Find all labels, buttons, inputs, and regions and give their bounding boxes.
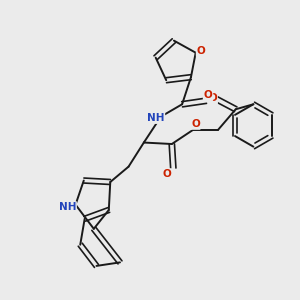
Text: O: O [208,93,217,103]
Text: NH: NH [147,113,164,123]
Text: O: O [162,169,171,179]
Text: NH: NH [58,202,76,212]
Text: O: O [196,46,206,56]
Text: O: O [204,90,212,100]
Text: O: O [191,119,200,129]
